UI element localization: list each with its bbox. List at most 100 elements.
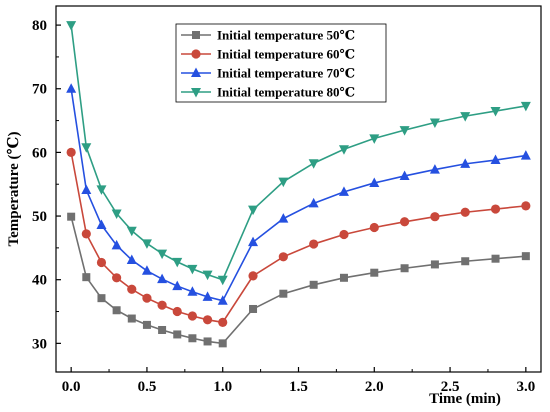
data-point (66, 83, 77, 93)
data-point (112, 273, 122, 283)
data-point (369, 177, 380, 187)
data-point (338, 186, 349, 196)
data-point (338, 145, 349, 155)
data-point (218, 339, 227, 348)
x-tick-label: 1.0 (213, 379, 232, 395)
data-point (202, 315, 213, 325)
data-point (127, 284, 137, 294)
data-point (460, 112, 471, 122)
legend-item: Initial temperature 70℃ (181, 66, 355, 81)
data-point (67, 212, 76, 221)
data-point (369, 222, 379, 233)
data-point (429, 118, 440, 128)
data-point (490, 204, 501, 214)
data-point (112, 306, 121, 315)
y-axis-ticks: 30 40 50 60 70 80 (32, 18, 61, 352)
series-3 (66, 83, 531, 305)
data-point (399, 126, 410, 136)
data-point (141, 265, 152, 275)
data-point (248, 205, 259, 216)
x-axis-ticks: 0.0 0.5 1.0 1.5 2.0 2.5 3.0 (62, 367, 535, 395)
data-point (399, 170, 410, 180)
legend-item: Initial temperature 50℃ (181, 28, 355, 43)
x-tick-label: 3.0 (516, 379, 535, 395)
data-point (521, 252, 530, 261)
data-point (339, 273, 348, 282)
data-point (339, 229, 349, 240)
data-point (218, 317, 228, 327)
x-tick-label: 2.5 (441, 379, 460, 395)
data-point (188, 334, 197, 343)
data-point (157, 273, 168, 284)
data-point (172, 257, 183, 268)
data-point (202, 270, 213, 281)
data-point (172, 280, 183, 291)
data-point (308, 197, 319, 208)
data-point (142, 320, 151, 329)
legend-item: Initial temperature 60℃ (181, 47, 355, 62)
data-point (217, 295, 228, 305)
data-point (187, 264, 198, 275)
data-point (278, 213, 289, 223)
data-point (96, 257, 107, 268)
data-point (308, 159, 319, 169)
y-tick-label: 50 (32, 209, 47, 225)
data-point (369, 134, 380, 144)
x-tick-label: 2.0 (365, 379, 384, 395)
data-point (430, 212, 440, 222)
data-point (520, 101, 531, 112)
data-point (126, 226, 137, 237)
data-point (278, 177, 289, 188)
data-point (521, 201, 531, 211)
data-point (217, 275, 228, 286)
data-point (172, 306, 182, 317)
legend-marker (192, 31, 200, 39)
data-point (491, 254, 500, 263)
data-point (111, 239, 122, 250)
data-point (157, 249, 168, 260)
data-point (248, 236, 259, 247)
legend-marker (191, 88, 201, 98)
data-point (460, 158, 471, 168)
data-point (127, 314, 136, 323)
y-tick-label: 60 (32, 145, 47, 161)
data-point (66, 147, 76, 157)
series-2 (66, 147, 531, 327)
data-point (202, 291, 213, 301)
data-point (158, 325, 167, 334)
x-tick-label: 0.0 (62, 379, 81, 395)
plot-marks (66, 21, 531, 348)
legend-marker (191, 67, 201, 77)
legend-item: Initial temperature 80℃ (181, 85, 355, 100)
data-point (96, 185, 107, 195)
x-axis-label: Time (min) (429, 391, 501, 407)
series-1 (67, 212, 530, 348)
series-4 (66, 21, 531, 286)
legend-marker (191, 49, 201, 59)
data-point (309, 280, 318, 289)
data-point (400, 264, 409, 273)
legend-label: Initial temperature 60℃ (217, 47, 355, 62)
data-point (187, 286, 198, 296)
legend-box (175, 23, 387, 103)
data-point (142, 293, 152, 303)
data-point (490, 154, 501, 165)
data-point (279, 289, 288, 298)
data-point (248, 271, 258, 281)
y-tick-label: 80 (32, 18, 47, 34)
data-point (203, 337, 212, 346)
data-point (490, 107, 501, 117)
legend-label: Initial temperature 80℃ (217, 85, 355, 100)
data-point (249, 304, 258, 313)
data-point (81, 143, 92, 153)
data-point (97, 294, 106, 303)
data-point (66, 21, 77, 31)
data-point (82, 273, 91, 282)
data-point (126, 254, 137, 264)
data-point (96, 219, 107, 229)
x-tick-label: 1.5 (289, 379, 308, 395)
data-point (399, 217, 410, 227)
data-point (429, 164, 440, 174)
data-point (461, 257, 470, 266)
